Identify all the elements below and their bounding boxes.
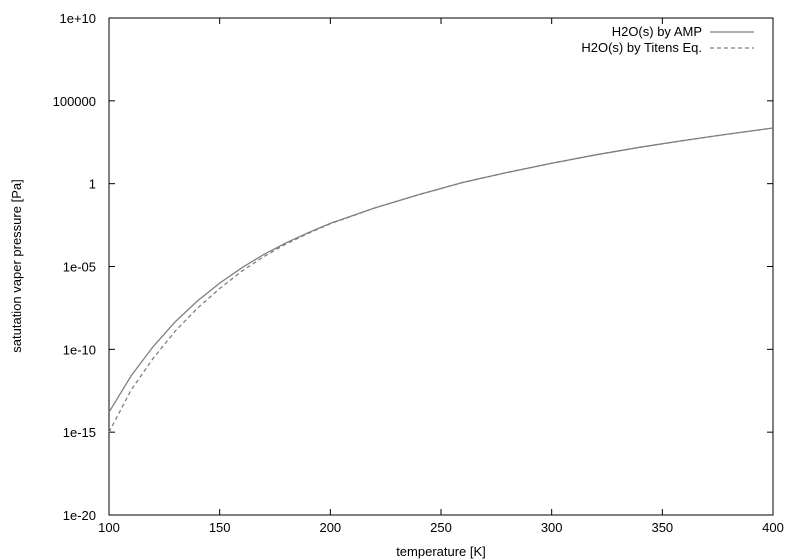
series-line-1 (108, 127, 774, 413)
y-tick-label: 1e-05 (63, 260, 96, 275)
x-tick-label: 100 (98, 520, 120, 535)
series-layer (108, 127, 774, 433)
x-tick-label: 300 (541, 520, 563, 535)
legend-label-1: H2O(s) by AMP (612, 24, 702, 39)
y-tick-label: 1e-15 (63, 425, 96, 440)
y-tick-label: 1e-10 (63, 342, 96, 357)
y-tick-label: 100000 (53, 94, 96, 109)
series-line-2 (108, 127, 774, 433)
x-tick-label: 200 (319, 520, 341, 535)
x-tick-label: 250 (430, 520, 452, 535)
ticks-layer: 100 150 200 250 300 350 400 1e-20 1e-15 1e-10 1e-0… (53, 11, 784, 535)
x-tick-label: 350 (651, 520, 673, 535)
x-tick-label: 400 (762, 520, 784, 535)
x-axis-label: temperature [K] (396, 544, 486, 559)
x-tick-label: 150 (209, 520, 231, 535)
y-axis-label: satutation vaper pressure [Pa] (9, 179, 24, 352)
plot-frame (108, 17, 774, 516)
legend-label-2: H2O(s) by Titens Eq. (581, 40, 702, 55)
y-tick-label: 1 (89, 177, 96, 192)
y-tick-label: 1e+10 (59, 11, 96, 26)
y-tick-label: 1e-20 (63, 508, 96, 523)
